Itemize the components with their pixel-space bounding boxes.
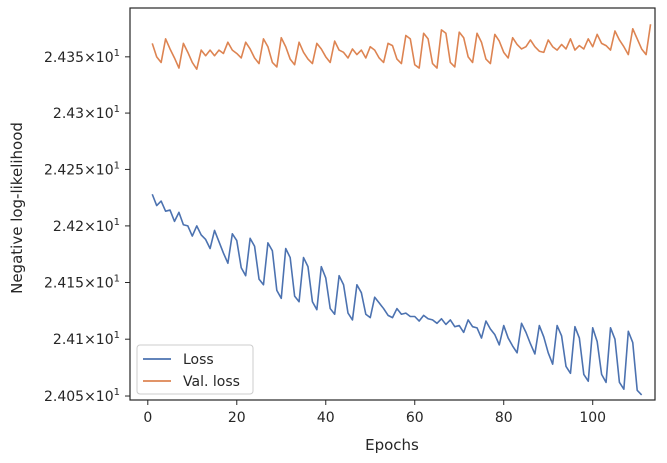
x-tick-label: 0 — [143, 410, 152, 426]
x-tick-label: 60 — [406, 410, 424, 426]
legend-label-loss: Loss — [183, 352, 214, 368]
y-tick-label: 2.43×101 — [53, 104, 120, 122]
plot-frame — [129, 7, 656, 401]
x-tick-label: 80 — [495, 410, 513, 426]
y-tick-label: 2.435×101 — [44, 48, 120, 66]
y-axis-label: Negative log-likelihood — [8, 122, 26, 294]
x-tick-label: 40 — [317, 410, 335, 426]
x-axis: 0 20 40 60 80 100 — [143, 400, 606, 426]
x-axis-label: Epochs — [365, 436, 419, 454]
y-tick-label: 2.41×101 — [53, 330, 120, 348]
series-line-loss — [151, 193, 643, 396]
y-tick-label: 2.405×101 — [44, 387, 120, 405]
legend: Loss Val. loss — [136, 344, 254, 395]
y-tick-label: 2.425×101 — [44, 160, 120, 178]
x-tick-label: 100 — [579, 410, 606, 426]
x-tick-label: 20 — [228, 410, 246, 426]
y-tick-label: 2.415×101 — [44, 273, 120, 291]
legend-label-val-loss: Val. loss — [183, 374, 240, 390]
y-tick-label: 2.42×101 — [53, 217, 120, 235]
y-axis: 2.405×101 2.41×101 2.415×101 2.42×101 2.425×… — [44, 48, 130, 405]
plot-lines — [151, 24, 652, 396]
series-line-val-loss — [151, 24, 652, 70]
